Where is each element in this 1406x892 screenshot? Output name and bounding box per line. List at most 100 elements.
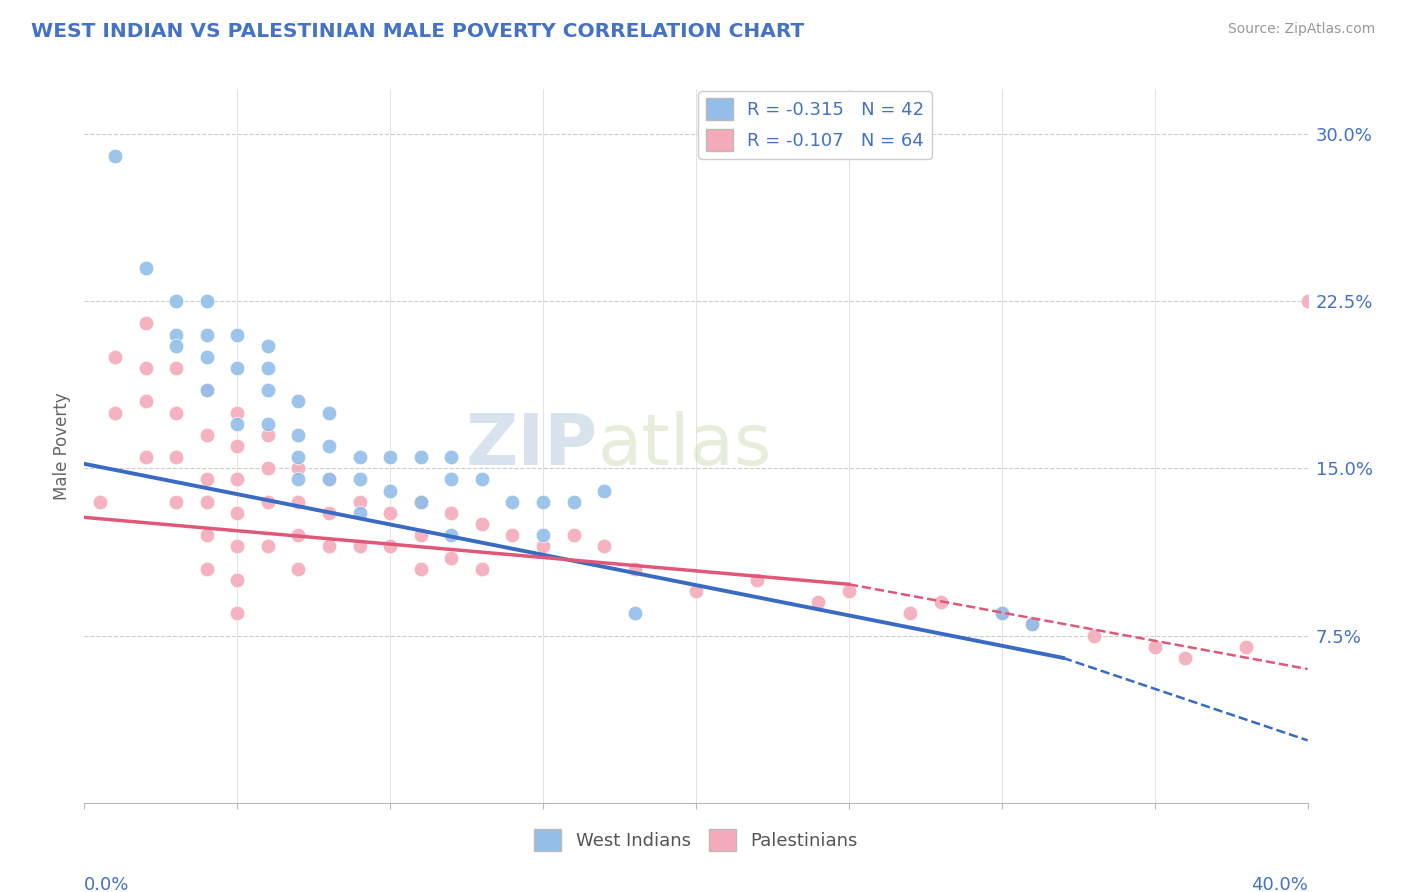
Point [593,483,616,498]
Point [318,473,340,487]
Point [409,528,432,542]
Point [226,360,249,375]
Point [226,506,249,520]
Point [440,528,463,542]
Point [165,327,187,342]
Point [195,528,218,542]
Point [135,260,157,275]
Point [409,494,432,508]
Point [287,562,309,576]
Point [898,607,921,621]
Point [409,562,432,576]
Point [195,350,218,364]
Point [287,394,309,409]
Text: ZIP: ZIP [465,411,598,481]
Point [165,338,187,352]
Point [165,450,187,464]
Text: 0.0%: 0.0% [84,876,129,892]
Point [1174,651,1197,665]
Point [104,405,127,419]
Point [440,550,463,565]
Point [257,360,280,375]
Point [991,607,1014,621]
Point [257,427,280,442]
Point [287,427,309,442]
Point [409,494,432,508]
Point [195,384,218,398]
Point [502,494,524,508]
Point [195,473,218,487]
Point [1021,617,1043,632]
Point [165,405,187,419]
Point [257,539,280,553]
Point [562,494,585,508]
Point [104,149,127,163]
Point [287,461,309,475]
Point [226,473,249,487]
Point [349,506,371,520]
Point [135,450,157,464]
Point [226,539,249,553]
Point [991,607,1014,621]
Text: Source: ZipAtlas.com: Source: ZipAtlas.com [1227,22,1375,37]
Text: WEST INDIAN VS PALESTINIAN MALE POVERTY CORRELATION CHART: WEST INDIAN VS PALESTINIAN MALE POVERTY … [31,22,804,41]
Point [593,539,616,553]
Point [287,450,309,464]
Point [685,583,707,598]
Point [135,394,157,409]
Point [838,583,860,598]
Point [257,384,280,398]
Point [929,595,952,609]
Point [1083,628,1105,642]
Point [104,350,127,364]
Point [349,494,371,508]
Y-axis label: Male Poverty: Male Poverty [53,392,72,500]
Point [195,293,218,308]
Point [531,539,554,553]
Point [165,360,187,375]
Point [471,516,494,531]
Point [440,506,463,520]
Point [807,595,830,609]
Point [380,483,402,498]
Point [380,450,402,464]
Point [165,293,187,308]
Point [226,405,249,419]
Point [318,439,340,453]
Point [471,562,494,576]
Point [89,494,111,508]
Text: 40.0%: 40.0% [1251,876,1308,892]
Point [440,473,463,487]
Point [257,461,280,475]
Point [318,405,340,419]
Point [287,473,309,487]
Point [349,450,371,464]
Point [349,473,371,487]
Point [195,494,218,508]
Point [135,316,157,330]
Point [380,539,402,553]
Point [135,360,157,375]
Point [624,562,647,576]
Point [1236,640,1258,654]
Point [226,327,249,342]
Point [226,417,249,431]
Point [349,539,371,553]
Point [409,450,432,464]
Text: atlas: atlas [598,411,772,481]
Point [1296,293,1319,308]
Point [1143,640,1166,654]
Point [1021,617,1043,632]
Point [226,573,249,587]
Point [380,506,402,520]
Point [257,494,280,508]
Point [165,494,187,508]
Point [318,506,340,520]
Point [226,607,249,621]
Point [257,338,280,352]
Point [318,539,340,553]
Point [257,417,280,431]
Point [471,473,494,487]
Point [287,528,309,542]
Point [440,450,463,464]
